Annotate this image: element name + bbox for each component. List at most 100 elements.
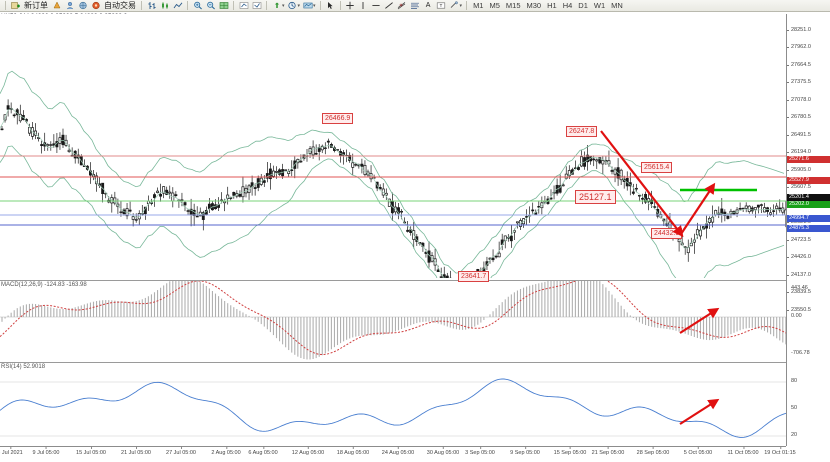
price-axis-badge: 25271.6 [787, 156, 830, 163]
price-axis-tick-label: 27078.0 [791, 97, 811, 103]
price-annotation-label[interactable]: 26247.8 [566, 126, 598, 137]
templates-dropdown-caret[interactable]: ▾ [313, 2, 316, 9]
period-dropdown-caret[interactable]: ▾ [297, 2, 301, 9]
price-axis-badge: 25202.0 [787, 201, 830, 208]
price-axis[interactable]: 28251.0 27962.0 27664.5 27375.5 27078.0 26780… [786, 14, 830, 446]
price-axis-badge: 25527.9 [787, 177, 830, 184]
toolbar-divider-4 [233, 1, 234, 10]
time-axis-tick: 18 Aug 05:00 [337, 446, 369, 456]
time-axis-tick-label: 21 Jul 05:00 [121, 450, 151, 456]
time-axis-tick: 21 Jul 05:00 [121, 446, 151, 456]
time-axis-tick: 6 Aug 05:00 [248, 446, 278, 456]
price-axis-badge: 25201.4 [787, 194, 830, 201]
price-axis-tick-label: 27664.5 [791, 62, 811, 68]
price-axis-tick: 23839.5 [787, 289, 830, 296]
new-order-label[interactable]: 新订单 [24, 1, 48, 10]
line-chart-icon[interactable] [171, 0, 184, 11]
price-axis-tick: 24137.0 [787, 272, 830, 279]
crosshair-icon[interactable] [344, 0, 357, 11]
autotrade-label[interactable]: 自动交易 [104, 1, 136, 10]
shapes-icon[interactable] [448, 0, 461, 11]
price-axis-tick-label: 25905.0 [791, 167, 811, 173]
timeframe-d1[interactable]: D1 [578, 1, 588, 10]
time-axis-tick: 9 Jul 05:00 [33, 446, 59, 456]
timeframe-mn[interactable]: MN [611, 1, 623, 10]
price-axis-tick-label: 27962.0 [791, 44, 811, 50]
vline-icon[interactable] [357, 0, 370, 11]
fibo-icon[interactable] [409, 0, 422, 11]
shift-right-icon[interactable] [250, 0, 263, 11]
globe-icon[interactable] [76, 0, 89, 11]
toolbar-divider-2 [141, 1, 142, 10]
timeframe-h1[interactable]: H1 [547, 1, 557, 10]
timeframe-w1[interactable]: W1 [593, 1, 606, 10]
toolbar-divider-5 [266, 1, 267, 10]
price-axis-badge: 24875.3 [787, 225, 830, 232]
shift-left-icon[interactable] [237, 0, 250, 11]
grid-icon[interactable] [217, 0, 230, 11]
autotrade-icon[interactable] [89, 0, 102, 11]
new-order-icon[interactable] [9, 0, 22, 11]
time-axis-tick-label: 2 Aug 05:00 [211, 450, 241, 456]
cursor-icon[interactable] [324, 0, 337, 11]
price-axis-tick: 24426.0 [787, 254, 830, 261]
time-axis-tick: 28 Sep 05:00 [637, 446, 669, 456]
timeframe-m30[interactable]: M30 [526, 1, 542, 10]
indicator-axis-tick-label: 0.00 [791, 313, 802, 319]
time-axis-tick: 15 Sep 05:00 [554, 446, 586, 456]
zoom-in-icon[interactable] [191, 0, 204, 11]
candlestick-series [0, 99, 786, 278]
price-axis-tick-label: 23839.5 [791, 289, 811, 295]
price-annotation-label[interactable]: 26466.9 [322, 113, 354, 124]
price-annotation-label[interactable]: 25615.4 [641, 162, 673, 173]
indicators-dropdown-caret[interactable]: ▾ [282, 2, 285, 9]
time-axis[interactable]: 5 Jul 2021 9 Jul 05:00 15 Jul 05:00 21 Jul … [0, 446, 796, 462]
indicator-axis-tick-label: 443.46 [791, 285, 808, 291]
period-icon[interactable] [286, 0, 299, 11]
time-axis-tick-label: 24 Aug 05:00 [381, 450, 415, 456]
price-axis-tick: 26780.5 [787, 114, 830, 121]
time-axis-tick-label: 15 Jul 05:00 [76, 450, 106, 456]
indicator-axis-tick-label: 80 [791, 378, 798, 384]
shapes-dropdown-caret[interactable]: ▾ [459, 2, 463, 9]
price-annotation-label[interactable]: 23641.7 [458, 271, 490, 282]
time-axis-tick: 27 Jul 05:00 [166, 446, 196, 456]
label-icon[interactable]: T [435, 0, 448, 11]
alert-icon[interactable] [50, 0, 63, 11]
macd-canvas [0, 281, 786, 360]
rsi-pane[interactable]: RSI(14) 52.9018 [0, 362, 786, 446]
time-axis-tick-label: 27 Jul 05:00 [166, 450, 196, 456]
timeframe-h4[interactable]: H4 [562, 1, 573, 10]
channel-icon[interactable] [396, 0, 409, 11]
indicators-icon[interactable] [270, 0, 283, 11]
macd-pane[interactable]: MACD(12,26,9) -124.83 -163.98 [0, 280, 786, 360]
indicator-axis-tick: 0.00 [787, 313, 830, 320]
hline-icon[interactable] [370, 0, 383, 11]
price-axis-tick: 23550.5 [787, 307, 830, 314]
price-annotation-label[interactable]: 25127.1 [575, 190, 616, 204]
trendline-icon[interactable] [383, 0, 396, 11]
timeframe-m1[interactable]: M1 [473, 1, 484, 10]
templates-icon[interactable] [301, 0, 314, 11]
price-axis-tick: 27962.0 [787, 44, 830, 51]
price-axis-tick-label: 26194.0 [791, 149, 811, 155]
time-axis-tick: 15 Jul 05:00 [76, 446, 106, 456]
time-axis-tick: 12 Aug 05:00 [292, 446, 324, 456]
toolbar-divider-7 [339, 1, 341, 10]
timeframe-m5[interactable]: M5 [489, 1, 500, 10]
candle-chart-icon[interactable] [158, 0, 171, 11]
zoom-out-icon[interactable] [204, 0, 217, 11]
timeframe-m15[interactable]: M15 [505, 1, 521, 10]
price-axis-tick: 28251.0 [787, 27, 830, 34]
time-axis-tick: 19 Oct 01:15 [764, 446, 796, 456]
macd-title: MACD(12,26,9) -124.83 -163.98 [1, 282, 87, 288]
time-axis-tick-label: 3 Sep 05:00 [465, 450, 495, 456]
svg-text:T: T [440, 3, 443, 8]
time-axis-tick: 21 Sep 05:00 [592, 446, 624, 456]
price-axis-tick: 25021.0 [787, 219, 830, 226]
text-icon[interactable]: A [425, 2, 431, 9]
profile-icon[interactable] [63, 0, 76, 11]
price-annotation-label[interactable]: 24432.9 [651, 228, 683, 239]
bar-chart-icon[interactable] [145, 0, 158, 11]
